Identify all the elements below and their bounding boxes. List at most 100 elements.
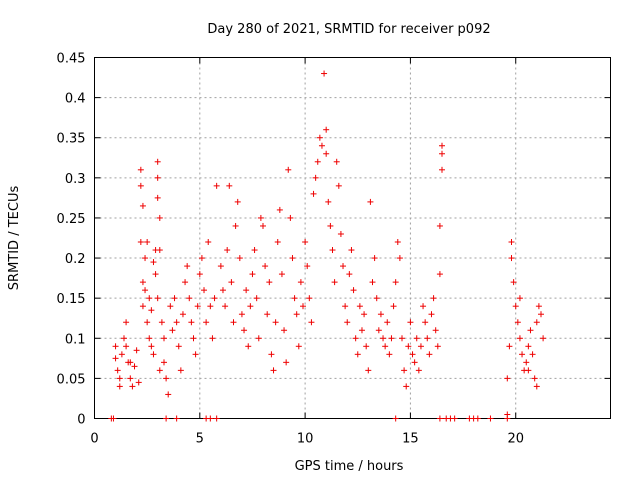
data-point xyxy=(346,271,353,278)
data-point xyxy=(428,311,435,318)
data-point xyxy=(361,311,368,318)
data-point xyxy=(340,263,347,270)
data-point xyxy=(226,182,233,189)
data-point xyxy=(114,367,121,374)
x-tick-label: 10 xyxy=(297,432,314,447)
data-point xyxy=(388,335,395,342)
y-tick-labels: 0 0.05 0.1 0.15 0.2 0.25 0.3 0.35 0.4 0.45 xyxy=(57,52,86,428)
data-point xyxy=(255,335,262,342)
data-point xyxy=(142,255,149,262)
data-point xyxy=(312,174,319,181)
data-point xyxy=(156,367,163,374)
data-point xyxy=(219,287,226,294)
data-point xyxy=(310,190,317,197)
data-point xyxy=(129,383,136,390)
data-point xyxy=(182,279,189,286)
data-point xyxy=(245,343,252,350)
y-tick-label: 0.35 xyxy=(57,132,86,147)
data-point xyxy=(422,319,429,326)
data-point xyxy=(177,367,184,374)
data-point xyxy=(175,343,182,350)
data-point xyxy=(228,279,235,286)
data-point xyxy=(259,222,266,229)
data-point xyxy=(148,307,155,314)
data-point xyxy=(201,287,208,294)
data-point xyxy=(266,279,273,286)
data-point xyxy=(396,255,403,262)
plot-frame xyxy=(94,57,611,419)
data-point xyxy=(342,303,349,310)
y-tick-label: 0.2 xyxy=(65,252,86,267)
data-point xyxy=(333,158,340,165)
data-point xyxy=(184,263,191,270)
data-point xyxy=(232,222,239,229)
data-point xyxy=(139,202,146,209)
data-point xyxy=(377,311,384,318)
data-point xyxy=(365,367,372,374)
data-point xyxy=(127,359,134,366)
data-point xyxy=(283,359,290,366)
data-point xyxy=(205,239,212,246)
data-point xyxy=(508,239,515,246)
data-point xyxy=(409,351,416,358)
data-point xyxy=(504,411,511,418)
data-point xyxy=(403,383,410,390)
data-point xyxy=(186,295,193,302)
data-point xyxy=(508,255,515,262)
data-point xyxy=(156,214,163,221)
data-point xyxy=(392,415,399,422)
data-point xyxy=(287,214,294,221)
data-point xyxy=(217,263,224,270)
data-point xyxy=(348,247,355,254)
data-point xyxy=(411,359,418,366)
data-point xyxy=(230,319,237,326)
y-tick-label: 0 xyxy=(77,413,85,428)
data-point xyxy=(165,391,172,398)
data-point xyxy=(139,303,146,310)
data-point xyxy=(276,206,283,213)
data-point xyxy=(163,415,170,422)
data-point xyxy=(247,303,254,310)
data-point xyxy=(272,319,279,326)
data-point xyxy=(285,166,292,173)
data-point xyxy=(451,415,458,422)
data-point xyxy=(420,303,427,310)
data-point xyxy=(436,271,443,278)
y-tick-label: 0.15 xyxy=(57,292,86,307)
data-point xyxy=(535,303,542,310)
data-point xyxy=(118,351,125,358)
data-point xyxy=(436,415,443,422)
data-point xyxy=(142,287,149,294)
data-point xyxy=(337,230,344,237)
data-point xyxy=(323,150,330,157)
data-point xyxy=(371,255,378,262)
y-tick-label: 0.05 xyxy=(57,372,86,387)
data-point xyxy=(139,279,146,286)
data-point xyxy=(163,375,170,382)
data-point xyxy=(434,343,441,350)
data-point xyxy=(398,335,405,342)
data-point xyxy=(110,415,117,422)
data-point xyxy=(363,343,370,350)
data-point xyxy=(295,343,302,350)
data-point xyxy=(436,222,443,229)
data-point xyxy=(268,351,275,358)
data-point xyxy=(144,239,151,246)
data-point xyxy=(207,303,214,310)
x-tick-labels: 0 5 10 15 20 xyxy=(90,432,524,447)
y-tick-label: 0.3 xyxy=(65,172,86,187)
data-point xyxy=(236,255,243,262)
data-point xyxy=(540,335,547,342)
data-point xyxy=(329,247,336,254)
data-point xyxy=(426,351,433,358)
data-point xyxy=(291,295,298,302)
data-point xyxy=(209,335,216,342)
data-point xyxy=(222,303,229,310)
data-point xyxy=(344,319,351,326)
data-point xyxy=(300,303,307,310)
data-point xyxy=(316,134,323,141)
data-point xyxy=(318,142,325,149)
data-point xyxy=(439,166,446,173)
data-point xyxy=(525,343,532,350)
